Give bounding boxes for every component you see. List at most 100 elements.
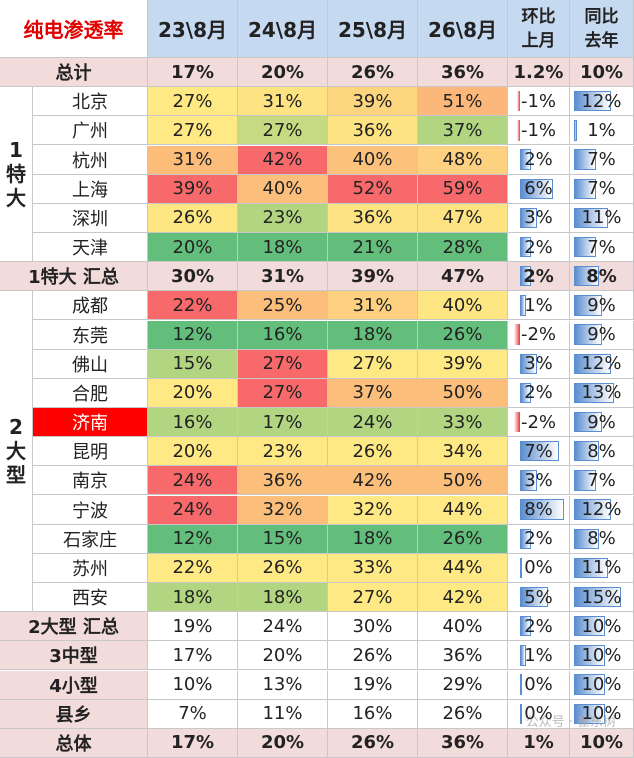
cell-text: 佛山 bbox=[72, 354, 108, 376]
value-cell: 42% bbox=[328, 466, 418, 496]
cell-text: 13% bbox=[262, 674, 303, 696]
cell-text: 宁波 bbox=[72, 500, 108, 522]
value-cell: 30% bbox=[328, 612, 418, 642]
group-cell: 1特大 bbox=[0, 87, 33, 263]
cell-text: 13% bbox=[581, 382, 622, 404]
row-name: 上海 bbox=[33, 174, 148, 204]
cell-text: 3% bbox=[524, 353, 553, 375]
data-bar bbox=[574, 236, 596, 258]
value-cell: 2% bbox=[508, 378, 570, 408]
cell-text: 39% bbox=[442, 353, 483, 375]
cell-text: 20% bbox=[260, 732, 305, 754]
cell-text: -1% bbox=[520, 119, 557, 141]
data-bar bbox=[574, 411, 602, 433]
value-cell: 7% bbox=[508, 437, 570, 467]
data-bar bbox=[520, 557, 522, 579]
cell-text: 5% bbox=[524, 586, 553, 608]
cell-text: 27% bbox=[262, 382, 303, 404]
cell-text: 26% bbox=[262, 557, 303, 579]
value-cell: 36% bbox=[328, 203, 418, 233]
cell-text: 27% bbox=[262, 119, 303, 141]
cell-text: 20% bbox=[262, 644, 303, 666]
value-cell: 31% bbox=[328, 291, 418, 321]
cell-text: 44% bbox=[442, 557, 483, 579]
cell-text: 8% bbox=[587, 528, 616, 550]
value-cell: 2% bbox=[508, 233, 570, 263]
value-cell: 1% bbox=[508, 728, 570, 758]
value-cell: 27% bbox=[328, 583, 418, 613]
cell-text: 16% bbox=[352, 703, 393, 725]
cell-text: 47% bbox=[442, 207, 483, 229]
value-cell: 7% bbox=[570, 174, 634, 204]
header-cell: 同比去年 bbox=[570, 0, 634, 58]
cell-text: 20% bbox=[260, 61, 305, 83]
cell-text: 济南 bbox=[72, 413, 108, 435]
cell-text: 2% bbox=[524, 615, 553, 637]
cell-text: 3% bbox=[524, 207, 553, 229]
value-cell: 36% bbox=[418, 728, 508, 758]
value-cell: 47% bbox=[418, 203, 508, 233]
cell-text: 12% bbox=[581, 499, 622, 521]
cell-text: -1% bbox=[520, 90, 557, 112]
value-cell: 7% bbox=[148, 699, 238, 729]
cell-text: 18% bbox=[352, 528, 393, 550]
row-name: 济南 bbox=[33, 408, 148, 438]
value-cell: 15% bbox=[570, 583, 634, 613]
cell-text: 26% bbox=[442, 703, 483, 725]
cell-text: 3中型 bbox=[49, 646, 98, 668]
row-name: 总体 bbox=[0, 728, 148, 758]
cell-text: 24% bbox=[262, 615, 303, 637]
data-bar bbox=[574, 120, 578, 141]
cell-text: 18% bbox=[262, 236, 303, 258]
value-cell: 9% bbox=[570, 408, 634, 438]
cell-text: 10% bbox=[581, 703, 622, 725]
cell-text: 36% bbox=[442, 644, 483, 666]
value-cell: 39% bbox=[148, 174, 238, 204]
value-cell: 1% bbox=[508, 641, 570, 671]
value-cell: 37% bbox=[418, 116, 508, 146]
cell-text: 9% bbox=[587, 411, 616, 433]
cell-text: 20% bbox=[172, 382, 213, 404]
value-cell: 10% bbox=[570, 612, 634, 642]
row-name: 合肥 bbox=[33, 378, 148, 408]
data-bar bbox=[574, 91, 612, 112]
row-name: 2大型 汇总 bbox=[0, 612, 148, 642]
value-cell: 16% bbox=[328, 699, 418, 729]
cell-text: 广州 bbox=[72, 121, 108, 143]
cell-text: 26% bbox=[172, 207, 213, 229]
cell-text: 0% bbox=[524, 674, 553, 696]
cell-text: 27% bbox=[172, 90, 213, 112]
cell-text: 29% bbox=[442, 674, 483, 696]
data-bar bbox=[574, 324, 602, 345]
cell-text: 10% bbox=[581, 674, 622, 696]
value-cell: 2% bbox=[508, 262, 570, 292]
header-cell: 环比上月 bbox=[508, 0, 570, 58]
value-cell: 27% bbox=[148, 87, 238, 117]
data-bar bbox=[574, 703, 605, 724]
value-cell: 20% bbox=[238, 641, 328, 671]
cell-text: 24% bbox=[352, 411, 393, 433]
header-cell: 24\8月 bbox=[238, 0, 328, 58]
data-bar bbox=[520, 674, 522, 695]
value-cell: 1.2% bbox=[508, 58, 570, 88]
cell-text: 21% bbox=[352, 236, 393, 258]
row-name: 北京 bbox=[33, 87, 148, 117]
cell-text: 22% bbox=[172, 294, 213, 316]
cell-text: 51% bbox=[442, 90, 483, 112]
cell-text: 26% bbox=[352, 644, 393, 666]
value-cell: 16% bbox=[238, 320, 328, 350]
row-name: 天津 bbox=[33, 233, 148, 263]
data-bar bbox=[574, 178, 596, 199]
row-name: 西安 bbox=[33, 583, 148, 613]
cell-text: 37% bbox=[442, 119, 483, 141]
cell-text: 11% bbox=[262, 703, 303, 725]
cell-text: 26% bbox=[350, 732, 395, 754]
value-cell: 10% bbox=[570, 641, 634, 671]
row-name: 广州 bbox=[33, 116, 148, 146]
value-cell: 10% bbox=[570, 58, 634, 88]
cell-text: 环比上月 bbox=[521, 6, 556, 51]
value-cell: 11% bbox=[570, 203, 634, 233]
data-bar bbox=[517, 91, 520, 112]
value-cell: 23% bbox=[238, 437, 328, 467]
value-cell: 12% bbox=[570, 495, 634, 525]
